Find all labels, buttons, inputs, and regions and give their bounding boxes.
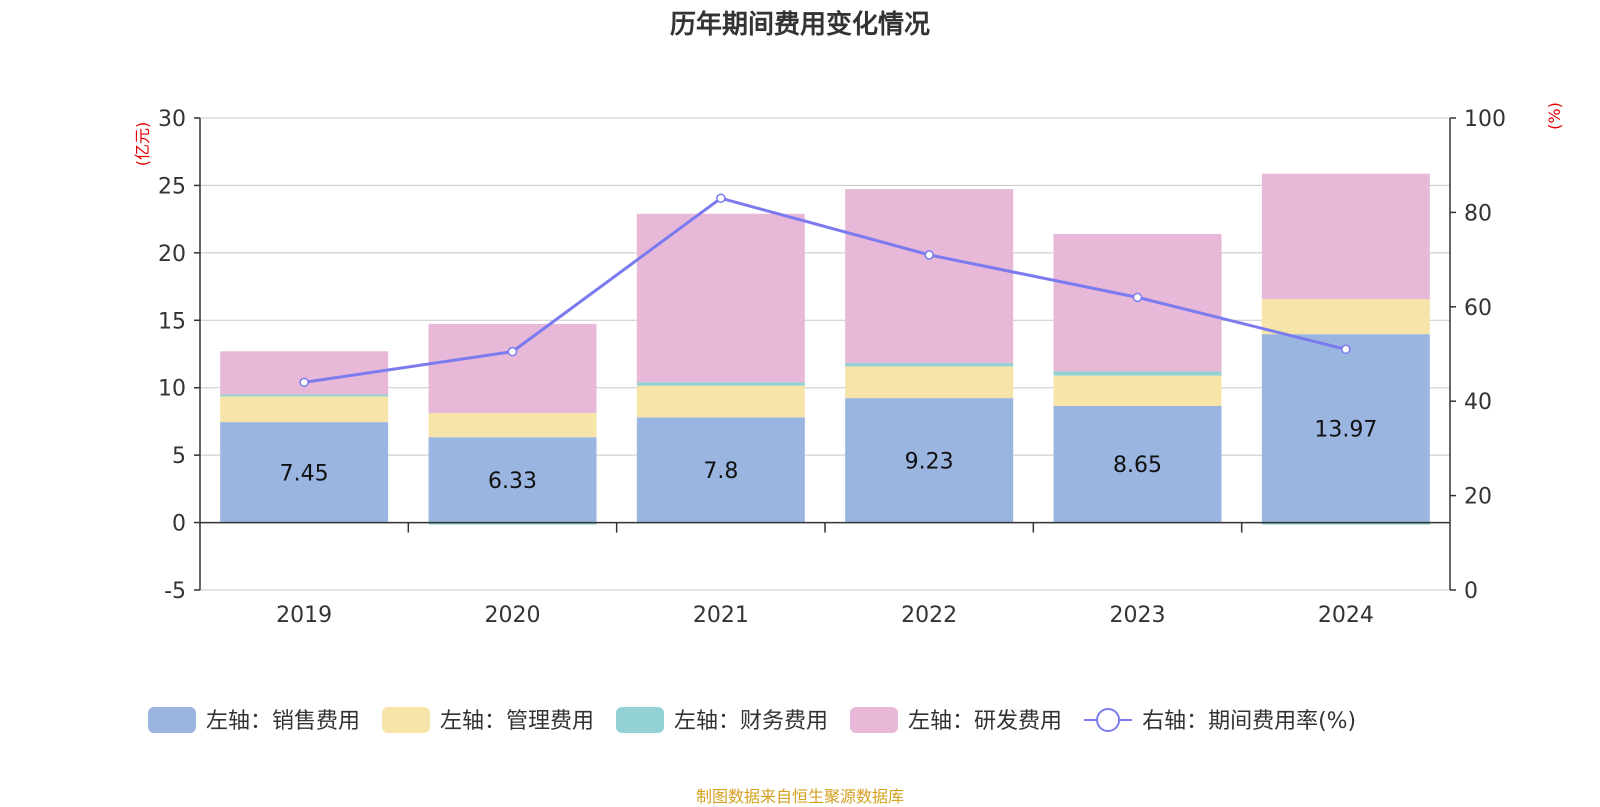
bar-rd	[1261, 173, 1430, 300]
bar-value-label: 13.97	[1314, 417, 1377, 442]
left-axis-tick-label: 10	[158, 377, 186, 402]
left-axis-tick-label: -5	[164, 579, 186, 604]
x-axis-tick-label: 2019	[276, 603, 332, 628]
legend-label: 左轴：财务费用	[674, 709, 828, 734]
bar-rd	[636, 213, 805, 383]
bar-rd	[1053, 233, 1222, 372]
left-axis-tick-label: 0	[172, 512, 186, 537]
bar-sales	[1053, 405, 1222, 523]
bar-admin	[845, 366, 1014, 399]
bar-finance	[636, 382, 805, 386]
rate-point	[507, 346, 518, 357]
data-source-note: 制图数据来自恒生聚源数据库	[695, 787, 904, 806]
left-axis-tick-label: 20	[158, 242, 186, 267]
rate-point	[1132, 292, 1143, 303]
legend-line-marker	[1096, 708, 1121, 732]
rate-point	[716, 193, 726, 203]
bar-admin	[1053, 375, 1222, 406]
right-axis-tick-label: 60	[1464, 296, 1492, 321]
axes-layer: -5 0 5 10 15 20 25 30 0 20 40 60 80 100 2019 2020 2021 20…	[133, 102, 1564, 628]
rate-point	[924, 250, 934, 260]
left-axis-tick-label: 15	[158, 309, 186, 334]
left-axis-tick-label: 5	[172, 444, 186, 469]
right-axis-tick-label: 0	[1464, 579, 1478, 604]
right-axis-unit: (%)	[1545, 102, 1564, 130]
bar-rd	[428, 323, 597, 413]
x-axis-tick-label: 2024	[1318, 603, 1374, 628]
right-axis-tick-label: 80	[1464, 201, 1492, 226]
x-axis-tick-label: 2022	[901, 603, 957, 628]
rate-line-layer	[299, 193, 1351, 388]
legend: 左轴：销售费用 左轴：管理费用 左轴：财务费用 左轴：研发费用 右轴：期间费用率(%)	[148, 707, 1356, 734]
bar-sales	[636, 417, 805, 523]
bar-admin	[220, 395, 389, 423]
right-axis-tick-label: 20	[1464, 485, 1492, 510]
legend-swatch-admin	[382, 707, 431, 733]
left-axis-tick-label: 25	[158, 174, 186, 199]
legend-swatch-sales	[148, 707, 196, 733]
left-axis-unit: (亿元)	[133, 122, 152, 167]
bar-value-label: 8.65	[1113, 453, 1162, 478]
x-axis-tick-label: 2020	[485, 603, 541, 628]
data-label-layer: 7.45 6.33 7.8 9.23 8.65 13.97	[280, 417, 1378, 494]
bar-admin	[1261, 299, 1430, 335]
bar-layer	[220, 173, 1430, 525]
bar-sales	[1261, 334, 1430, 523]
chart-title: 历年期间费用变化情况	[669, 10, 930, 40]
legend-swatch-finance	[616, 707, 665, 733]
legend-label: 左轴：销售费用	[206, 709, 360, 734]
rate-point	[299, 377, 309, 388]
rate-line	[303, 196, 1347, 384]
bar-finance	[1261, 522, 1430, 525]
bar-admin	[636, 385, 805, 418]
right-axis-tick-label: 40	[1464, 390, 1492, 415]
bar-value-label: 7.45	[280, 461, 329, 486]
x-axis-tick-label: 2021	[693, 603, 749, 628]
bar-finance	[220, 394, 389, 397]
bar-value-label: 7.8	[703, 459, 738, 484]
bar-admin	[428, 412, 597, 438]
bar-sales	[428, 437, 597, 523]
rate-point	[1341, 344, 1351, 355]
legend-label: 右轴：期间费用率(%)	[1142, 709, 1356, 734]
bar-finance	[1053, 371, 1222, 376]
bar-value-label: 6.33	[488, 469, 537, 494]
legend-label: 左轴：研发费用	[908, 709, 1062, 734]
legend-label: 左轴：管理费用	[440, 709, 594, 734]
left-axis-tick-label: 30	[158, 107, 186, 132]
bar-finance	[428, 522, 597, 525]
bar-sales	[220, 422, 389, 523]
x-axis-tick-label: 2023	[1110, 603, 1166, 628]
bar-finance	[845, 363, 1014, 367]
bar-sales	[845, 398, 1014, 523]
right-axis-tick-label: 100	[1464, 107, 1506, 132]
bar-value-label: 9.23	[905, 449, 954, 474]
legend-swatch-rd	[850, 707, 899, 733]
bar-rd	[845, 189, 1014, 364]
